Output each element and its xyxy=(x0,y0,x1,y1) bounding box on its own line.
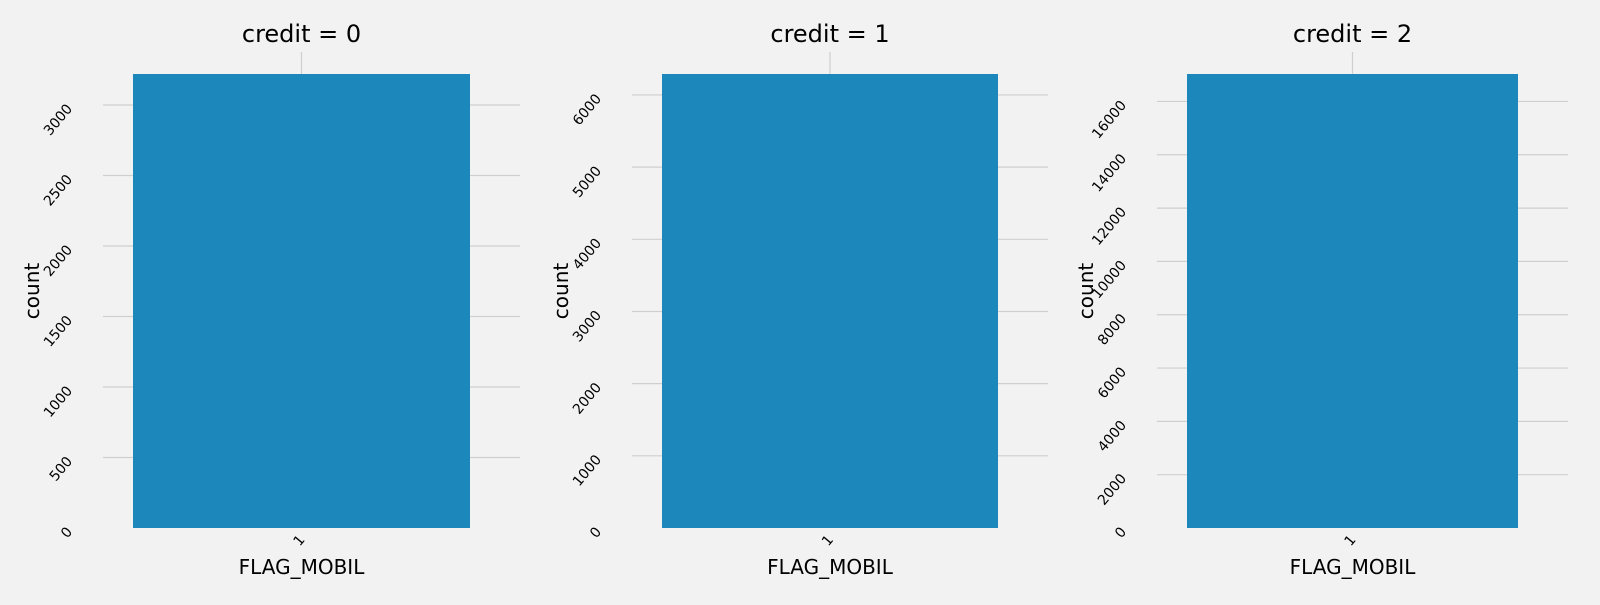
x-axis-label: FLAG_MOBIL xyxy=(239,555,366,579)
y-tick-label: 3000 xyxy=(570,308,605,346)
y-tick-label: 1500 xyxy=(41,313,76,351)
y-tick-label: 500 xyxy=(47,454,76,485)
x-tick-label: 1 xyxy=(1342,532,1360,549)
y-tick-label: 3000 xyxy=(41,101,76,139)
y-tick-label: 2500 xyxy=(41,172,76,210)
x-tick-label: 1 xyxy=(819,532,837,549)
y-axis-label: count xyxy=(20,263,44,320)
y-tick-label: 0 xyxy=(1112,524,1130,541)
y-tick-label: 6000 xyxy=(1095,364,1130,402)
y-tick-label: 5000 xyxy=(570,163,605,201)
y-tick-label: 4000 xyxy=(570,236,605,274)
y-tick-label: 8000 xyxy=(1095,311,1130,349)
panel-title: credit = 1 xyxy=(770,20,889,48)
panel-title: credit = 2 xyxy=(1293,20,1412,48)
y-tick-label: 14000 xyxy=(1089,151,1130,195)
y-tick-label: 0 xyxy=(587,524,605,541)
y-tick-label: 6000 xyxy=(570,91,605,129)
y-tick-label: 4000 xyxy=(1095,418,1130,456)
y-tick-label: 1000 xyxy=(570,452,605,490)
x-axis-label: FLAG_MOBIL xyxy=(767,555,894,579)
bar-1 xyxy=(1187,74,1518,528)
x-axis-label: FLAG_MOBIL xyxy=(1290,555,1417,579)
bar-1 xyxy=(662,74,998,528)
y-tick-label: 16000 xyxy=(1089,98,1130,142)
y-tick-label: 0 xyxy=(58,524,76,541)
y-axis-label: count xyxy=(549,263,573,320)
panel-title: credit = 0 xyxy=(242,20,361,48)
y-tick-label: 2000 xyxy=(1095,471,1130,509)
bar-1 xyxy=(133,74,470,528)
y-tick-label: 2000 xyxy=(570,380,605,418)
y-tick-label: 12000 xyxy=(1089,204,1130,248)
y-axis-label: count xyxy=(1074,263,1098,320)
y-tick-label: 1000 xyxy=(41,383,76,421)
x-tick-label: 1 xyxy=(291,532,309,549)
y-tick-label: 2000 xyxy=(41,242,76,280)
